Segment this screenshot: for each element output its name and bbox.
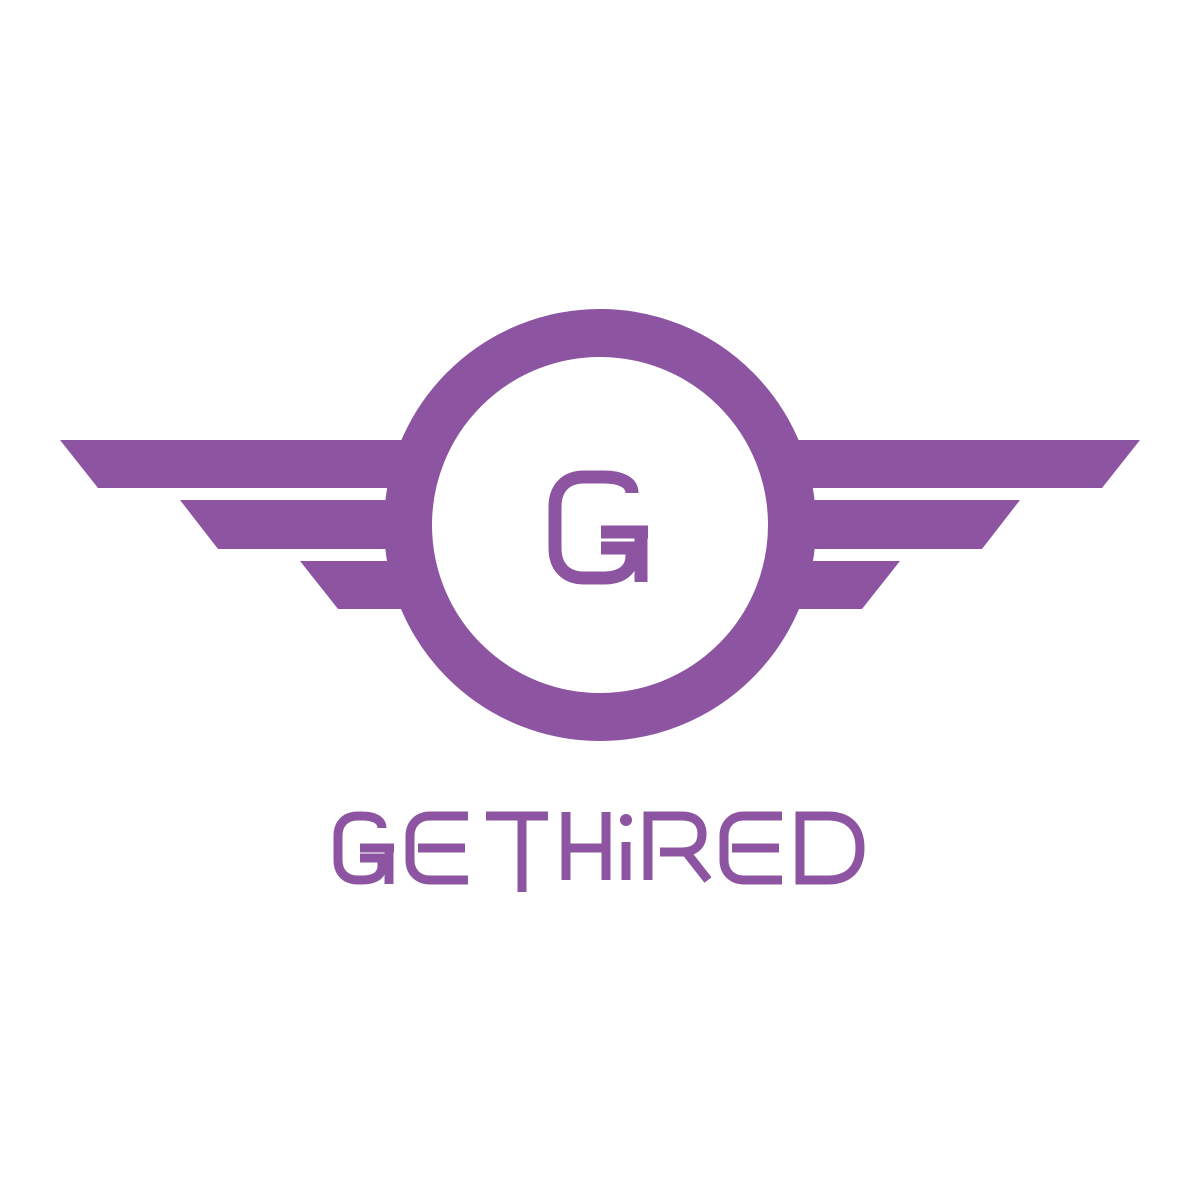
wordmark-letter-r (648, 816, 708, 880)
left-wing-icon (60, 440, 418, 609)
right-wing-stripe-middle (812, 500, 1020, 549)
winged-circle-emblem-icon (60, 333, 1140, 717)
wordmark-letter-t (486, 816, 548, 892)
wordmark-letter-d (800, 816, 860, 880)
wordmark-letter-e (410, 816, 468, 880)
right-wing-icon (782, 440, 1140, 609)
wordmark-letter-e-2 (724, 816, 782, 880)
wordmark-letter-g (338, 816, 394, 884)
gethired-wordmark (338, 812, 860, 892)
wordmark-letter-i-dot (620, 814, 632, 826)
wordmark-letter-h (566, 812, 606, 880)
left-wing-stripe-middle (180, 500, 388, 549)
left-wing-stripe-top (60, 440, 418, 488)
emblem-ring (408, 333, 792, 717)
right-wing-stripe-top (782, 440, 1140, 488)
